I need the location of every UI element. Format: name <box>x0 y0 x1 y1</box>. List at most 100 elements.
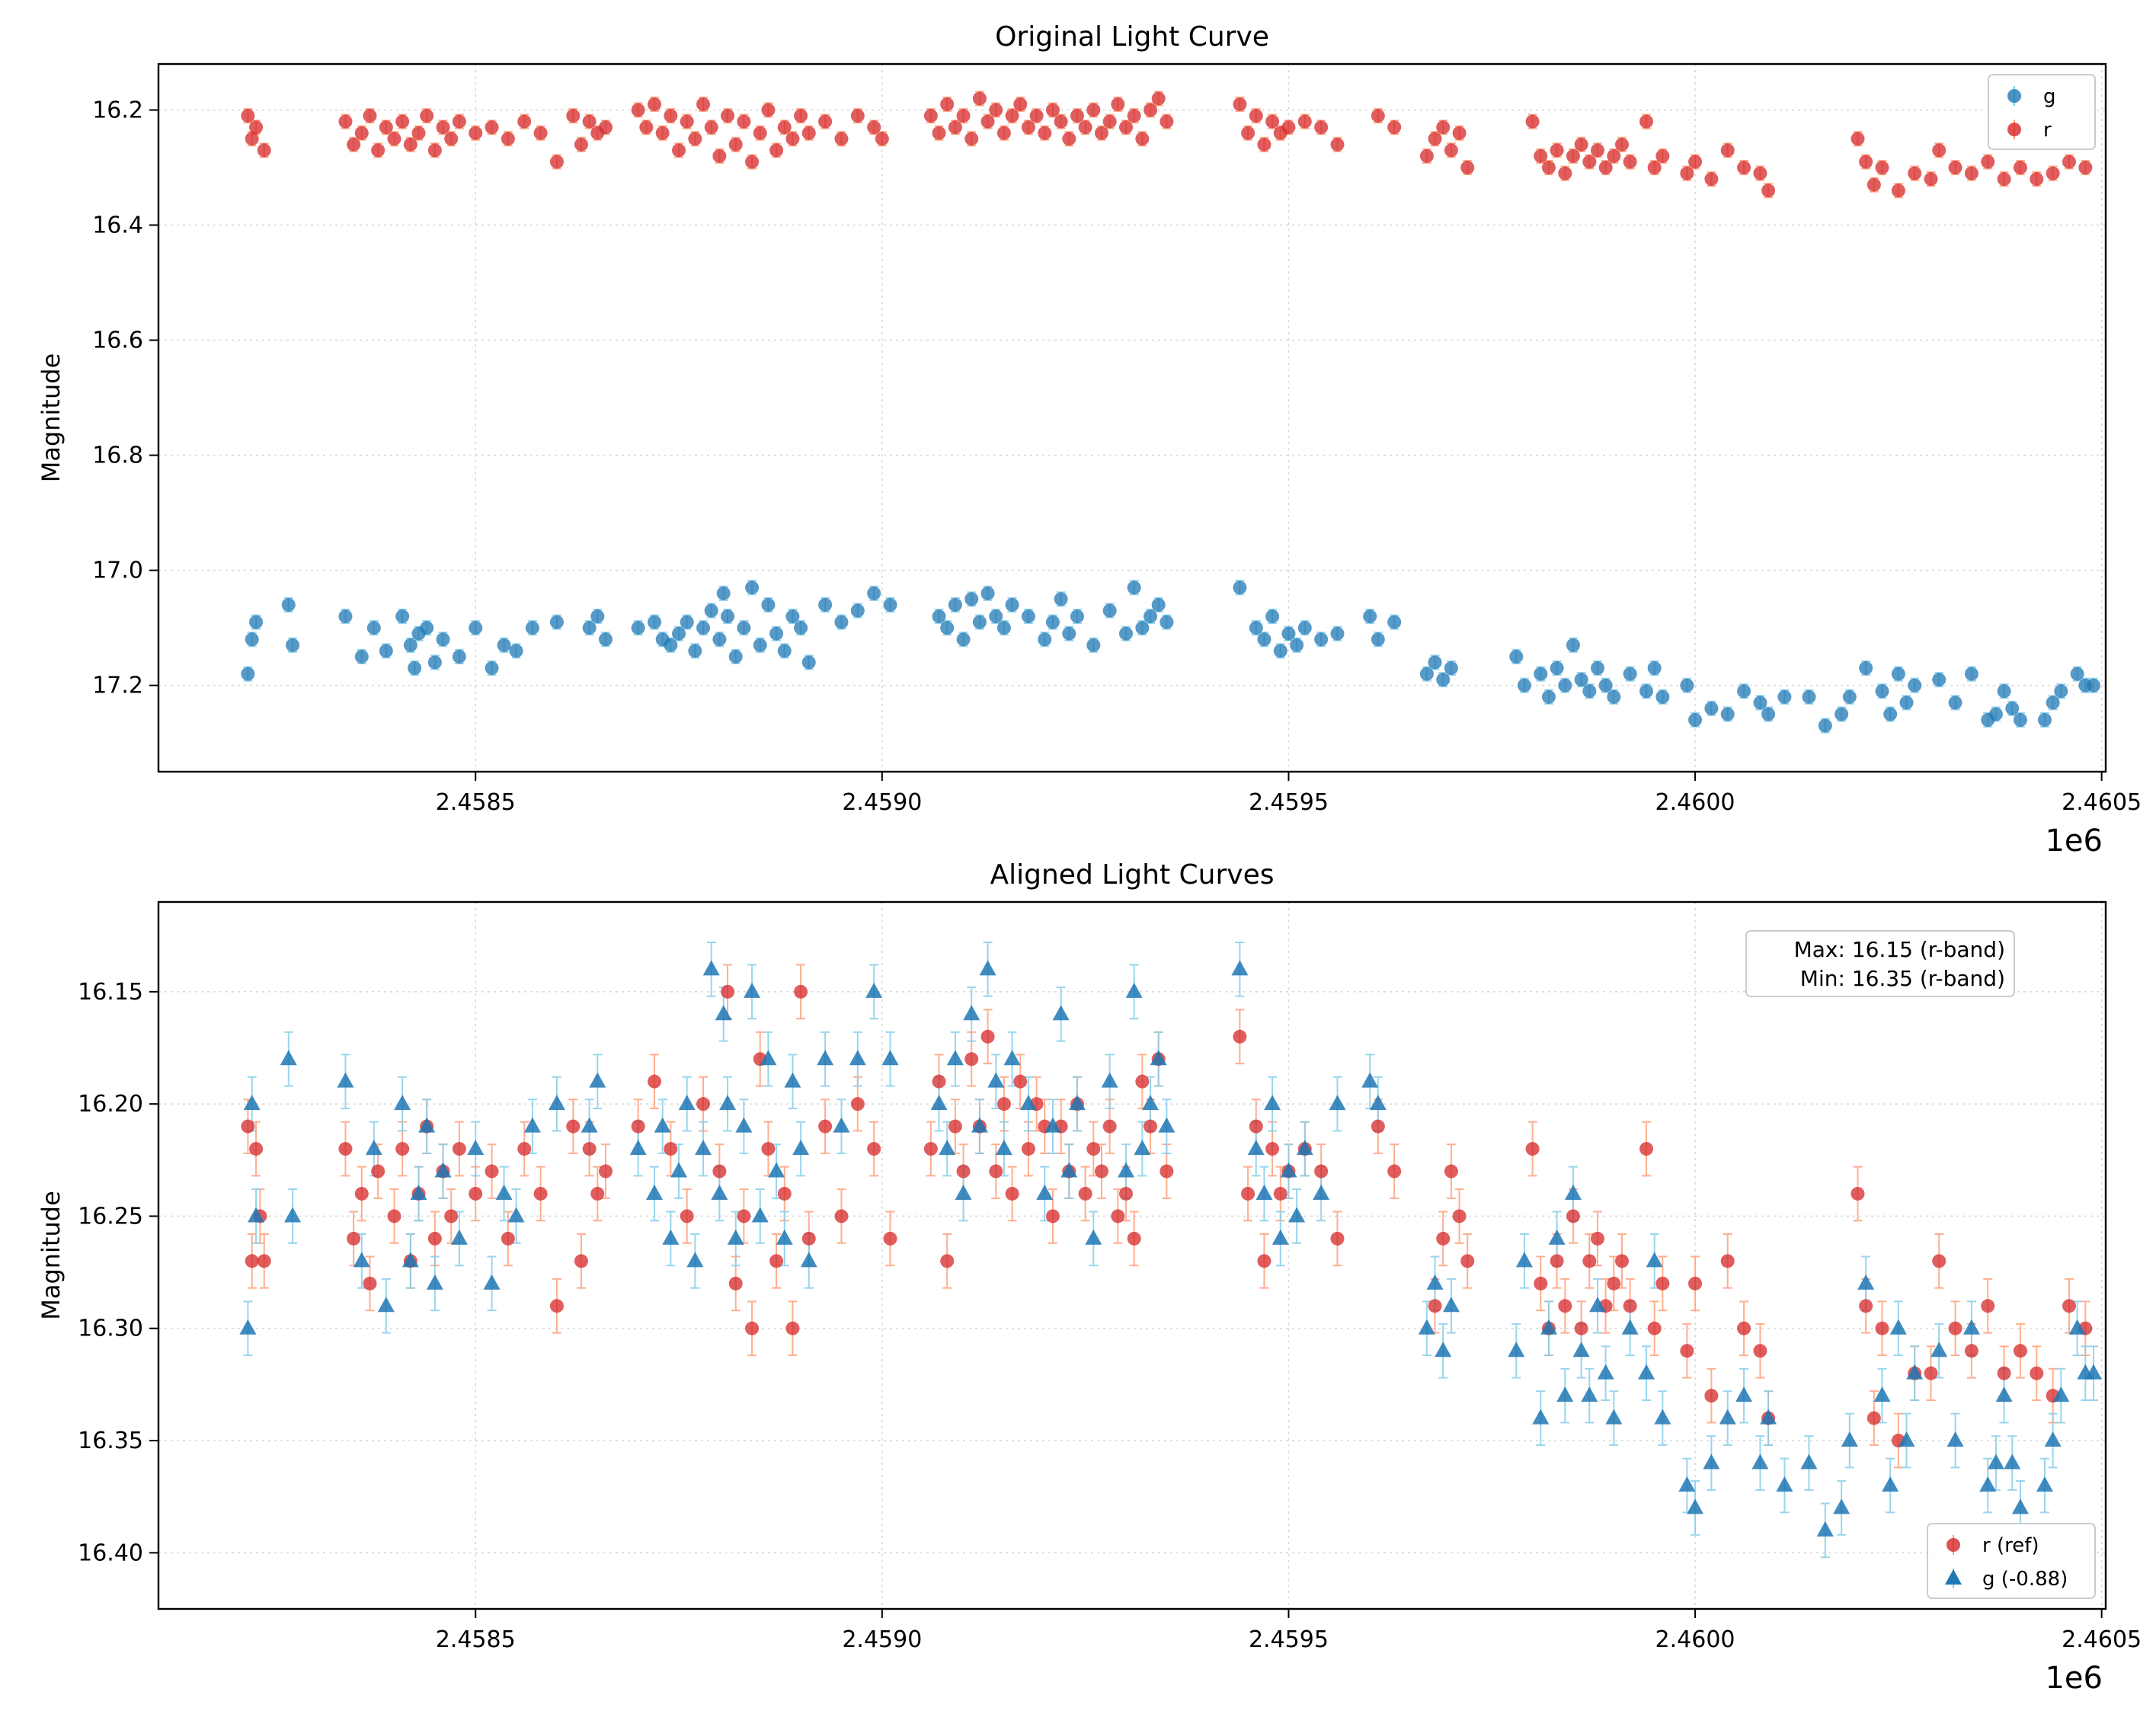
data-point <box>434 1162 452 1178</box>
data-point <box>1704 172 1719 187</box>
data-point <box>702 960 720 976</box>
data-point <box>426 1274 443 1290</box>
legend-marker <box>2007 89 2021 103</box>
data-point <box>867 1142 881 1156</box>
original-data-points <box>241 91 2100 733</box>
data-point <box>979 960 996 976</box>
original-chart-title: Original Light Curve <box>995 21 1269 53</box>
data-point <box>1776 1476 1793 1492</box>
data-point <box>760 1050 777 1066</box>
data-point <box>1932 673 1946 687</box>
data-point <box>444 1209 459 1223</box>
data-point <box>2084 1364 2102 1380</box>
data-point <box>712 149 727 163</box>
data-point <box>2030 172 2044 187</box>
data-point <box>932 126 946 140</box>
data-point <box>2070 667 2084 681</box>
data-point <box>371 143 385 158</box>
data-point <box>964 592 979 606</box>
data-point <box>1070 609 1084 624</box>
data-point <box>1013 97 1028 111</box>
data-point <box>1135 621 1150 635</box>
data-point <box>452 649 466 664</box>
data-point <box>2046 696 2060 710</box>
data-point <box>1548 1229 1566 1245</box>
data-point <box>1515 1252 1533 1268</box>
data-point <box>549 615 564 629</box>
data-point <box>1948 1321 1962 1335</box>
data-point <box>363 108 377 123</box>
data-point <box>794 621 808 635</box>
data-point <box>785 132 800 146</box>
data-point <box>1290 638 1304 652</box>
data-point <box>721 108 735 123</box>
data-point <box>387 1209 401 1223</box>
data-point <box>1753 166 1767 181</box>
data-point <box>881 1050 899 1066</box>
data-point <box>972 615 987 629</box>
y-tick-label: 16.15 <box>78 979 143 1006</box>
data-point <box>1582 1254 1597 1268</box>
data-point <box>664 638 678 652</box>
data-point <box>354 1186 369 1201</box>
data-point <box>1898 1431 1915 1447</box>
data-point <box>523 1117 541 1133</box>
data-point <box>867 120 881 135</box>
data-point <box>1680 678 1694 692</box>
y-tick-label: 16.35 <box>78 1428 143 1454</box>
legend-marker <box>2007 123 2021 136</box>
data-point <box>1314 632 1329 647</box>
data-point <box>1062 626 1076 641</box>
data-point <box>1241 1186 1256 1201</box>
x-tick-label: 2.4590 <box>842 789 922 816</box>
data-point <box>1241 126 1256 140</box>
data-point <box>2046 166 2060 181</box>
data-point <box>2054 684 2068 699</box>
data-point <box>1070 108 1084 123</box>
data-point <box>1598 678 1613 692</box>
data-point <box>1987 1454 2004 1470</box>
x-tick-label: 2.4600 <box>1655 1626 1735 1653</box>
data-point <box>1859 1299 1873 1313</box>
data-point <box>1419 149 1434 163</box>
data-point <box>1735 1386 1753 1402</box>
data-point <box>1160 1164 1174 1179</box>
data-point <box>379 644 393 658</box>
data-point <box>452 114 466 129</box>
x-tick-label: 2.4605 <box>2062 789 2142 816</box>
data-point <box>1581 1386 1598 1402</box>
data-point <box>801 655 816 670</box>
data-point <box>664 1142 678 1156</box>
data-point <box>1818 718 1832 733</box>
data-point <box>1948 160 1962 174</box>
data-point <box>377 1297 395 1313</box>
data-point <box>631 621 645 635</box>
data-point <box>1111 1209 1125 1223</box>
data-point <box>582 621 597 635</box>
data-point <box>1444 1164 1458 1179</box>
data-point <box>1044 1117 1061 1133</box>
data-point <box>1777 689 1792 704</box>
data-point <box>1038 126 1052 140</box>
data-point <box>1428 132 1442 146</box>
data-point <box>1086 1142 1101 1156</box>
data-point <box>696 97 711 111</box>
data-point <box>582 1142 597 1156</box>
data-point <box>1330 1231 1345 1246</box>
data-point <box>401 1252 419 1268</box>
data-point <box>940 1254 955 1268</box>
data-point <box>1962 1319 1980 1335</box>
data-point <box>737 114 751 129</box>
data-point <box>1882 1476 1899 1492</box>
data-point <box>1607 149 1621 163</box>
data-point <box>1873 1386 1891 1402</box>
data-point <box>1906 1364 1924 1380</box>
data-point <box>353 1252 370 1268</box>
data-point <box>1564 1184 1582 1200</box>
data-point <box>1851 132 1865 146</box>
data-point <box>761 597 776 612</box>
data-point <box>566 108 581 123</box>
original-plot-frame <box>157 62 2107 773</box>
data-point <box>704 603 718 618</box>
data-point <box>1127 580 1141 595</box>
